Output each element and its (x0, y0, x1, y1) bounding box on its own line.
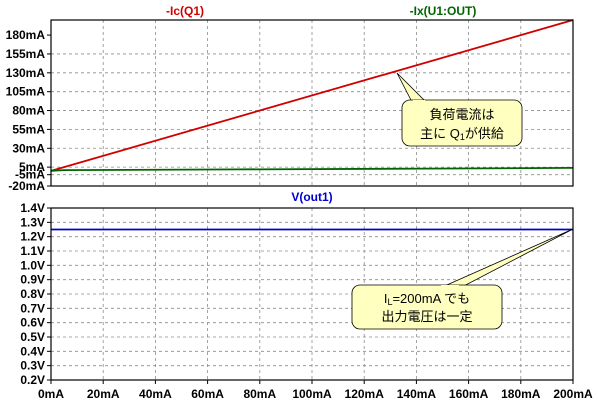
bottom-y-tick-label: 0.3V (20, 359, 45, 373)
top-y-tick-label: 5mA (19, 160, 45, 174)
legend-ic-q1: -Ic(Q1) (166, 4, 204, 18)
x-tick-label: 160mA (449, 387, 489, 401)
bottom-y-tick-label: 1.0V (20, 258, 45, 272)
x-tick-label: 180mA (501, 387, 541, 401)
top-y-tick-label: 180mA (6, 28, 46, 42)
top-y-tick-label: 30mA (12, 141, 45, 155)
top-y-tick-label: 80mA (12, 104, 45, 118)
x-tick-label: 120mA (345, 387, 385, 401)
bottom-y-tick-label: 0.7V (20, 301, 45, 315)
top-y-tick-label: 130mA (6, 66, 46, 80)
callout-box (401, 99, 523, 147)
top-y-tick-label: -5mA (15, 168, 45, 182)
bottom-y-tick-label: 0.5V (20, 330, 45, 344)
callout-pointer (396, 72, 427, 103)
x-tick-label: 60mA (191, 387, 224, 401)
top-y-tick-label: 55mA (12, 122, 45, 136)
bottom-y-tick-label: 0.8V (20, 287, 45, 301)
top-series-1-line (50, 166, 574, 172)
x-tick-label: 0mA (38, 387, 64, 401)
bottom-plot-panel: 0.2V0.3V0.4V0.5V0.6V0.7V0.8V0.9V1.0V1.1V… (20, 190, 593, 401)
callout-text-line1: 負荷電流は (429, 107, 494, 122)
callout-text-line1: IL=200mA でも (384, 291, 470, 307)
x-tick-label: 100mA (292, 387, 332, 401)
x-tick-label: 20mA (87, 387, 120, 401)
top-y-tick-label: -20mA (8, 179, 45, 193)
callout-text-line2: 出力電圧は一定 (381, 309, 472, 324)
x-tick-label: 140mA (397, 387, 437, 401)
bottom-y-tick-label: 1.2V (20, 230, 45, 244)
top-series-0-line (50, 19, 574, 172)
bottom-y-tick-label: 1.3V (20, 215, 45, 229)
bottom-y-tick-label: 0.6V (20, 316, 45, 330)
bottom-y-tick-label: 0.2V (20, 373, 45, 387)
top-y-tick-label: 105mA (6, 85, 46, 99)
x-tick-label: 80mA (243, 387, 276, 401)
legend-v-out1: V(out1) (291, 190, 332, 204)
bottom-y-tick-label: 0.9V (20, 273, 45, 287)
bottom-y-tick-label: 1.4V (20, 201, 45, 215)
top-y-tick-label: 155mA (6, 47, 46, 61)
top-plot-frame (50, 19, 574, 187)
callout-text-line2: 主に Q1が供給 (420, 126, 504, 142)
legend-ix-u1-out: -Ix(U1:OUT) (410, 4, 477, 18)
x-tick-label: 200mA (553, 387, 593, 401)
callout-pointer (439, 228, 574, 289)
bottom-y-tick-label: 1.1V (20, 244, 45, 258)
bottom-y-tick-label: 0.4V (20, 344, 45, 358)
callout-box (351, 284, 503, 330)
x-tick-label: 40mA (139, 387, 172, 401)
